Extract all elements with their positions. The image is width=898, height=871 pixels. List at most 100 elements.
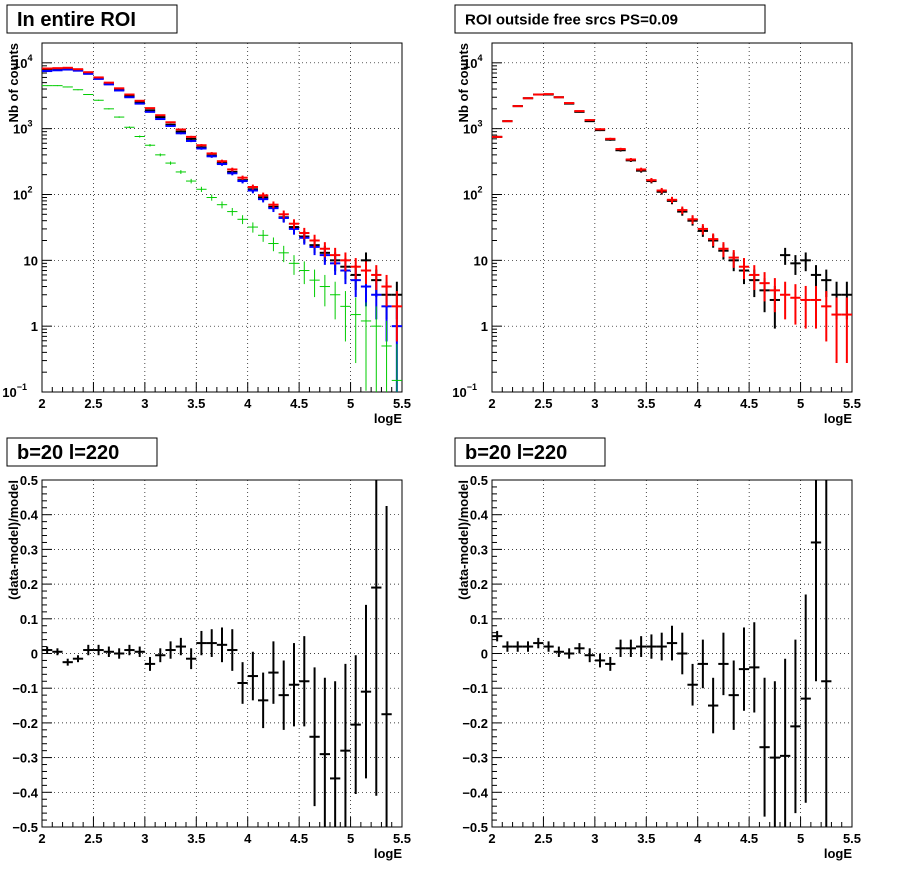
data-point — [553, 646, 564, 657]
data-point — [522, 641, 534, 652]
data-point — [666, 625, 678, 661]
data-point — [574, 643, 585, 654]
y-tick-label: 102 — [13, 184, 32, 202]
data-point — [93, 76, 104, 79]
data-point — [533, 637, 544, 649]
data-point — [144, 109, 156, 112]
x-tick-label: 5.5 — [843, 396, 861, 411]
x-tick-label: 2 — [38, 831, 45, 846]
data-point — [186, 139, 197, 143]
data-point — [749, 622, 760, 713]
data-point — [687, 215, 698, 225]
data-point — [543, 641, 554, 652]
data-point — [124, 96, 135, 99]
data-point — [237, 175, 248, 180]
data-point — [319, 242, 330, 258]
data-point — [247, 651, 258, 701]
x-tick-label: 5 — [347, 831, 354, 846]
y-tick-label: 0.4 — [20, 508, 39, 523]
x-tick-label: 3 — [591, 831, 598, 846]
data-point — [237, 662, 248, 704]
data-point — [186, 137, 197, 140]
data-point — [299, 636, 310, 727]
data-point — [83, 94, 94, 96]
x-tick-label: 4.5 — [290, 396, 308, 411]
data-point — [288, 255, 300, 275]
data-point — [584, 119, 595, 122]
data-point — [278, 660, 289, 730]
data-point — [780, 281, 791, 320]
data-point — [492, 135, 503, 138]
data-point — [155, 114, 166, 117]
data-point — [103, 646, 114, 657]
y-tick-label: −0.1 — [462, 681, 488, 696]
data-point — [533, 93, 544, 96]
data-point — [360, 302, 372, 391]
y-tick-label: 10 — [474, 253, 488, 268]
data-point — [625, 639, 636, 657]
x-axis-label: logE — [374, 846, 402, 861]
y-tick-label: 0 — [31, 647, 38, 662]
data-point — [790, 639, 801, 814]
data-point — [42, 70, 53, 73]
data-point — [134, 135, 145, 138]
data-point — [677, 632, 688, 675]
data-point — [330, 247, 341, 265]
data-point — [309, 667, 320, 807]
data-point — [134, 99, 145, 102]
data-point — [155, 118, 166, 121]
data-point — [72, 69, 84, 72]
data-point — [522, 97, 534, 100]
data-point — [175, 132, 186, 135]
y-tick-label: −0.2 — [462, 716, 488, 731]
data-point — [216, 201, 228, 209]
data-point — [512, 105, 523, 108]
y-tick-label: 0.4 — [470, 508, 489, 523]
data-point — [769, 278, 780, 313]
plot-frame — [41, 42, 403, 393]
y-tick-label: 0.2 — [20, 577, 38, 592]
data-point — [288, 643, 300, 727]
data-point — [165, 121, 176, 124]
data-point — [502, 120, 513, 123]
x-tick-label: 4 — [694, 396, 702, 411]
data-point — [543, 93, 554, 96]
y-tick-label: −0.3 — [462, 751, 488, 766]
x-tick-label: 4 — [694, 831, 702, 846]
data-point — [584, 648, 595, 663]
data-point — [780, 247, 791, 265]
y-tick-label: 0.2 — [470, 577, 488, 592]
data-point — [278, 245, 289, 263]
data-point — [186, 648, 197, 670]
data-point — [677, 206, 688, 215]
data-point — [227, 629, 238, 671]
x-tick-label: 3.5 — [187, 831, 205, 846]
y-axis-label: (data-model)/model — [6, 480, 21, 600]
series-1 — [42, 480, 392, 827]
data-point — [330, 281, 341, 320]
x-tick-label: 5.5 — [843, 831, 861, 846]
data-point — [553, 96, 564, 99]
data-point — [594, 128, 606, 131]
plot-frame — [491, 479, 853, 828]
x-tick-label: 4.5 — [740, 831, 758, 846]
y-tick-label: 1 — [31, 319, 38, 334]
data-point — [841, 297, 852, 364]
y-tick-exponent: 4 — [477, 53, 482, 63]
data-point — [227, 207, 238, 216]
data-point — [206, 629, 217, 657]
data-point — [350, 258, 361, 280]
data-point — [821, 291, 832, 342]
data-point — [821, 480, 832, 827]
data-point — [831, 297, 842, 364]
data-point — [175, 128, 186, 131]
data-point — [625, 157, 636, 162]
y-tick-exponent: −1 — [467, 382, 477, 392]
data-point — [206, 194, 217, 201]
chart-title: In entire ROI — [17, 9, 136, 31]
data-point — [605, 656, 616, 671]
data-point — [381, 274, 392, 307]
data-point — [165, 161, 176, 165]
data-point — [186, 178, 197, 184]
